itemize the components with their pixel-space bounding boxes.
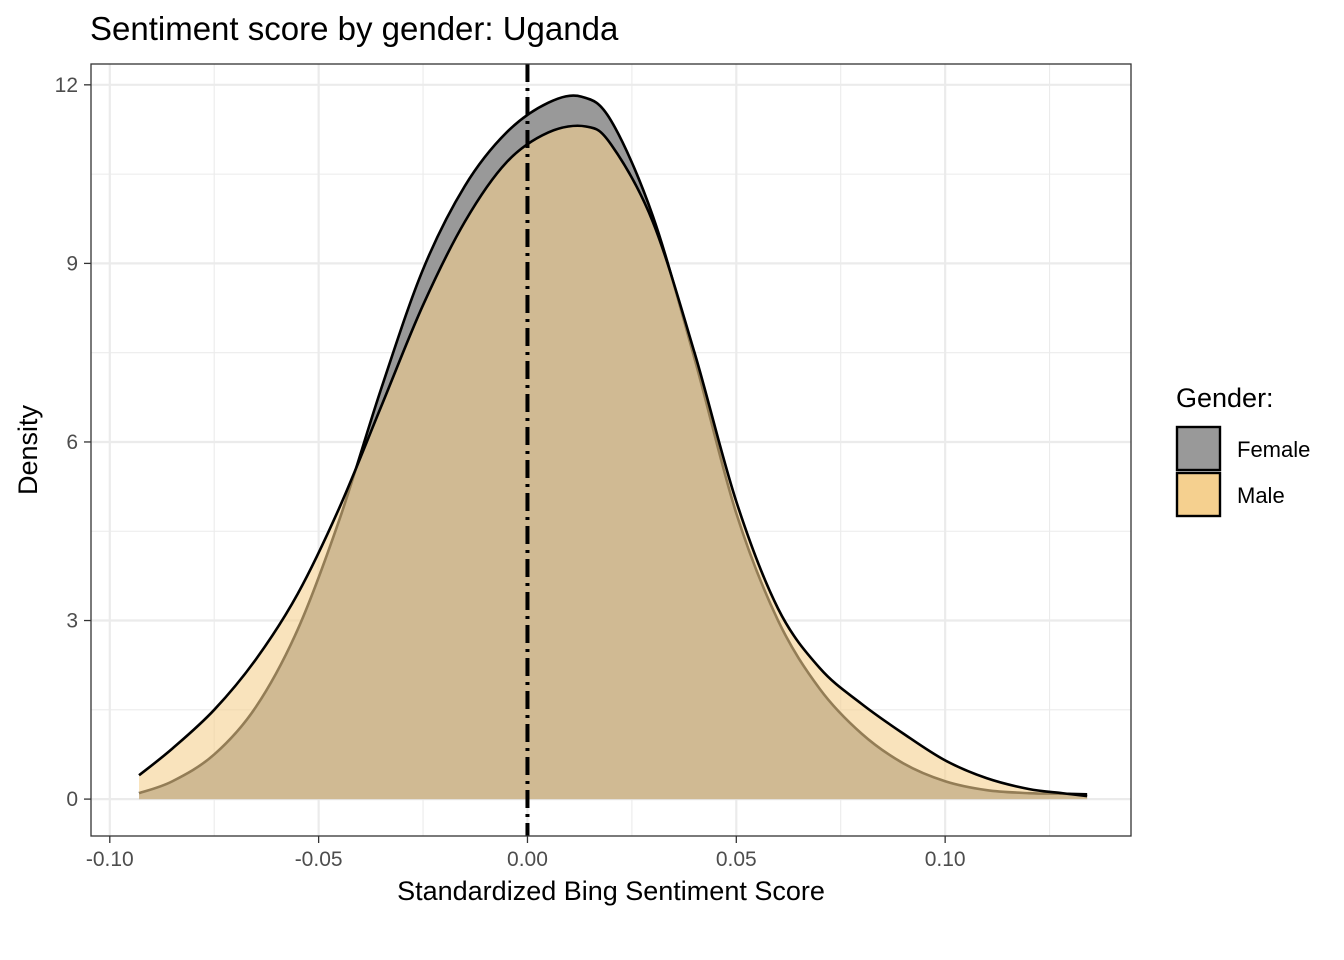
y-tick-label: 12 (55, 74, 78, 97)
x-axis: -0.10 -0.05 0.00 0.05 0.10 (86, 836, 966, 871)
x-tick-label: -0.05 (295, 848, 343, 871)
x-tick-label: -0.10 (86, 848, 134, 871)
density-line-male (138, 124, 1088, 798)
density-areas (138, 94, 1088, 800)
x-tick-label: 0.10 (925, 848, 966, 871)
x-tick-label: 0.05 (716, 848, 757, 871)
legend-label-male: Male (1237, 483, 1285, 508)
legend-key-female (1175, 425, 1222, 472)
x-tick-label: 0.00 (507, 848, 548, 871)
legend: Gender: Female Male (1175, 383, 1310, 518)
y-tick-label: 6 (66, 431, 78, 454)
plot-border (90, 63, 1132, 837)
y-tick-label: 0 (66, 788, 78, 811)
y-axis: 0 3 6 9 12 (55, 74, 91, 811)
y-tick-label: 9 (66, 252, 78, 275)
y-tick-label: 3 (66, 610, 78, 633)
legend-label-female: Female (1237, 437, 1310, 462)
density-area-male (139, 125, 1088, 800)
y-axis-title: Density (13, 404, 43, 495)
chart-title: Sentiment score by gender: Uganda (90, 10, 619, 47)
legend-title: Gender: (1176, 383, 1274, 413)
legend-key-male (1175, 471, 1222, 518)
x-axis-title: Standardized Bing Sentiment Score (397, 876, 825, 906)
